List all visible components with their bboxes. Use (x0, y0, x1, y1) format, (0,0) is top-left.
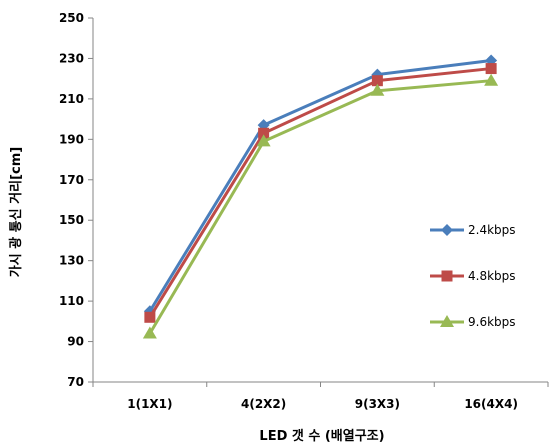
series-4.8kbps (144, 63, 497, 323)
series-line (148, 67, 492, 319)
y-tick-label: 210 (59, 92, 84, 106)
x-tick-label: 16(4X4) (464, 397, 518, 411)
y-tick-label: 130 (59, 254, 84, 268)
legend-marker (441, 270, 453, 282)
legend-label: 2.4kbps (468, 223, 516, 237)
series-line (148, 79, 492, 335)
series-layer (142, 54, 499, 339)
data-point (485, 63, 497, 75)
x-tick-labels: 1(1X1) 4(2X2) 9(3X3) 16(4X4) (92, 382, 549, 411)
legend-marker (440, 315, 454, 327)
x-tick-label: 1(1X1) (127, 397, 172, 411)
y-tick-labels: 70 90 110 130 150 170 190 210 230 250 (59, 11, 93, 389)
series-line (148, 58, 492, 313)
legend-item: 9.6kbps (430, 315, 516, 329)
y-tick-label: 70 (67, 375, 84, 389)
legend-label: 4.8kbps (468, 269, 516, 283)
legend: 2.4kbps 4.8kbps 9.6kbps (430, 223, 516, 329)
data-point (484, 73, 499, 86)
legend-item: 2.4kbps (430, 223, 516, 237)
x-tick-label: 4(2X2) (241, 397, 286, 411)
data-point (256, 134, 271, 147)
y-tick-label: 110 (59, 294, 84, 308)
legend-item: 4.8kbps (430, 269, 516, 283)
data-point (370, 83, 385, 96)
y-tick-label: 170 (59, 173, 84, 187)
legend-label: 9.6kbps (468, 315, 516, 329)
legend-marker (441, 224, 453, 236)
y-tick-label: 230 (59, 51, 84, 65)
data-point (142, 326, 157, 339)
y-tick-label: 90 (67, 335, 84, 349)
y-tick-label: 150 (59, 213, 84, 227)
y-tick-label: 250 (59, 11, 84, 25)
series-9.6kbps (142, 73, 499, 339)
data-point (371, 75, 383, 87)
y-tick-label: 190 (59, 132, 84, 146)
x-tick-label: 9(3X3) (355, 397, 400, 411)
x-axis-title: LED 갯 수 (배열구조) (259, 428, 384, 444)
data-point (144, 311, 156, 323)
data-point (258, 127, 270, 139)
y-axis-title: 가시 광 통신 거리[cm] (8, 147, 24, 277)
